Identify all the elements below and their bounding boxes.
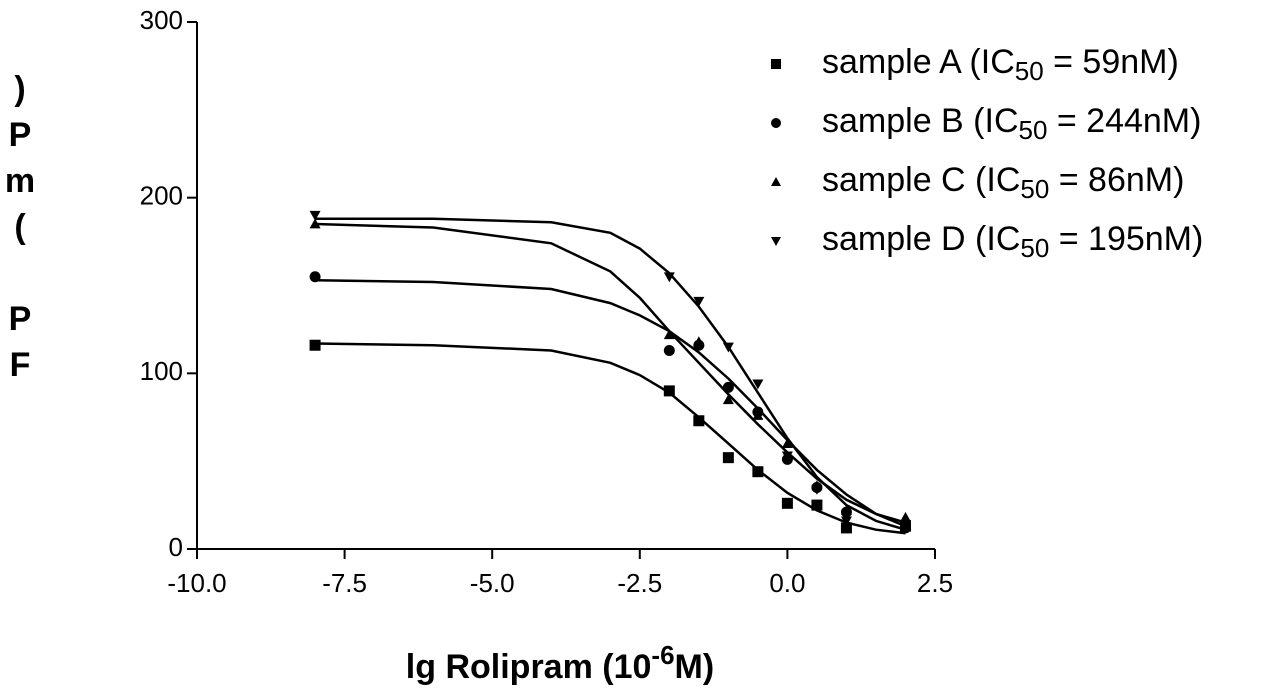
y-tick-label: 200	[140, 181, 183, 211]
x-axis-label: lg Rolipram (10-6M)	[406, 640, 714, 686]
data-point	[663, 329, 675, 340]
x-axis-label-text: lg Rolipram (10	[406, 648, 652, 686]
data-point	[840, 504, 852, 515]
legend-label: sample A (IC50 = 59nM)	[822, 43, 1179, 86]
data-point	[309, 339, 321, 351]
data-point	[752, 466, 764, 478]
legend-marker	[771, 177, 781, 186]
y-axis-label: FP (mP)	[5, 70, 35, 384]
legend-marker	[771, 237, 781, 246]
legend-label: sample C (IC50 = 86nM)	[822, 161, 1184, 204]
x-tick-label: 2.5	[917, 568, 953, 598]
data-point	[811, 484, 823, 495]
data-point	[840, 516, 852, 527]
data-point	[693, 296, 705, 307]
x-axis-label-after: M)	[675, 648, 715, 686]
data-point	[663, 272, 675, 283]
data-point	[309, 210, 321, 221]
data-point	[309, 271, 321, 283]
data-point	[663, 344, 675, 356]
y-tick-label: 0	[169, 532, 183, 562]
y-tick-label: 300	[140, 5, 183, 35]
x-tick-label: -2.5	[617, 568, 662, 598]
data-point	[752, 379, 764, 390]
data-point	[899, 511, 911, 522]
data-point	[899, 520, 911, 530]
legend-label: sample D (IC50 = 195nM)	[822, 220, 1203, 263]
data-point	[781, 451, 793, 462]
data-point	[811, 499, 823, 511]
data-point	[781, 438, 793, 448]
legend-label: sample B (IC50 = 244nM)	[822, 102, 1201, 145]
y-tick-label: 100	[140, 356, 183, 386]
data-point	[663, 385, 675, 397]
data-point	[722, 394, 734, 405]
data-point	[309, 218, 321, 229]
data-point	[840, 522, 852, 534]
legend-marker	[771, 118, 781, 128]
fit-curve	[315, 222, 906, 524]
fit-curve	[315, 217, 906, 531]
data-point	[722, 342, 734, 353]
legend-marker	[771, 59, 781, 69]
data-point	[781, 497, 793, 509]
x-axis-label-sup: -6	[651, 640, 674, 670]
x-tick-label: -7.5	[322, 568, 367, 598]
x-tick-label: 0.0	[769, 568, 805, 598]
data-point	[693, 336, 705, 347]
x-tick-label: -5.0	[470, 568, 515, 598]
x-tick-label: -10.0	[167, 568, 226, 598]
data-point	[752, 409, 764, 420]
data-point	[693, 415, 705, 427]
fit-curve	[315, 342, 906, 535]
fit-curve	[315, 278, 906, 528]
data-point	[722, 452, 734, 464]
